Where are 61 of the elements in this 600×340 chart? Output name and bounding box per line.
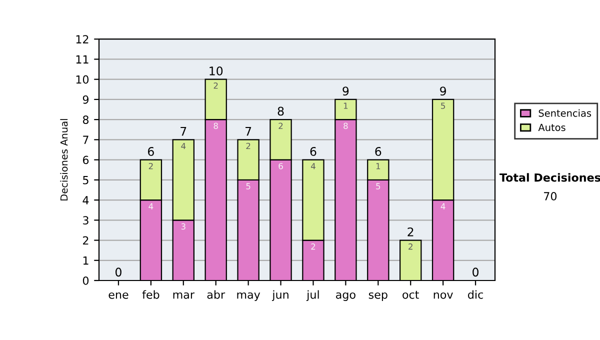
y-tick-label: 9 bbox=[82, 95, 88, 104]
data-label: 2 bbox=[148, 162, 153, 170]
data-label: 5 bbox=[376, 183, 380, 190]
y-tick-label: 1 bbox=[83, 256, 88, 265]
data-label: 2 bbox=[214, 82, 218, 89]
y-tick-label: 10 bbox=[76, 75, 89, 84]
y-tick-label: 3 bbox=[83, 216, 88, 225]
total-label: 0 bbox=[116, 268, 122, 277]
legend-label: Sentencias bbox=[538, 109, 592, 117]
y-tick-label: 11 bbox=[76, 55, 88, 64]
y-tick-label: 2 bbox=[83, 236, 88, 244]
data-label: 5 bbox=[246, 183, 250, 190]
data-label: 3 bbox=[181, 223, 186, 230]
x-tick-label: ago bbox=[336, 292, 356, 301]
total-label: 9 bbox=[342, 86, 349, 96]
text: 70 bbox=[544, 192, 557, 200]
data-label: 2 bbox=[246, 142, 250, 150]
x-tick-label: abr bbox=[207, 290, 226, 299]
total-label: 7 bbox=[246, 127, 252, 136]
x-tick-label: may bbox=[237, 292, 260, 301]
legend-label: Autos bbox=[538, 124, 566, 132]
total-label: 0 bbox=[472, 268, 478, 277]
data-label: 1 bbox=[376, 163, 380, 170]
total-label: 9 bbox=[440, 86, 446, 96]
data-label: 1 bbox=[344, 102, 348, 109]
data-label: 5 bbox=[441, 102, 445, 109]
y-tick-label: 6 bbox=[82, 156, 89, 164]
y-tick-label: 7 bbox=[83, 136, 88, 144]
y-tick-label: 0 bbox=[82, 276, 89, 285]
data-label: 4 bbox=[310, 163, 316, 170]
total-label: 2 bbox=[408, 227, 414, 236]
y-tick-label: 8 bbox=[82, 116, 89, 124]
x-tick-label: jun bbox=[272, 290, 288, 301]
x-tick-label: ene bbox=[108, 292, 128, 299]
data-label: 4 bbox=[440, 203, 446, 210]
data-label: 2 bbox=[278, 122, 283, 129]
y-tick-label: 4 bbox=[82, 196, 89, 204]
y-axis-title: Decisiones Anual bbox=[60, 119, 68, 200]
total-label: 7 bbox=[180, 127, 186, 136]
total-label: 6 bbox=[148, 146, 154, 156]
data-label: 4 bbox=[148, 203, 154, 210]
x-tick-label: nov bbox=[434, 292, 453, 299]
total-label: 6 bbox=[375, 146, 382, 156]
x-tick-label: sep bbox=[368, 292, 388, 301]
x-tick-label: jul bbox=[306, 290, 319, 301]
y-tick-label: 5 bbox=[83, 176, 88, 184]
data-label: 2 bbox=[408, 243, 412, 250]
data-label: 8 bbox=[214, 122, 218, 130]
y-tick-label: 12 bbox=[76, 35, 88, 44]
x-tick-label: oct bbox=[402, 290, 419, 299]
data-label: 4 bbox=[181, 142, 186, 150]
text: Total Decisiones bbox=[500, 173, 600, 182]
data-label: 8 bbox=[344, 122, 348, 130]
total-label: 10 bbox=[210, 66, 223, 76]
x-tick-label: dic bbox=[468, 290, 483, 299]
total-label: 6 bbox=[310, 146, 316, 156]
x-tick-label: feb bbox=[142, 290, 160, 299]
x-tick-label: mar bbox=[173, 292, 194, 299]
total-label: 8 bbox=[278, 106, 284, 116]
data-label: 2 bbox=[311, 243, 316, 250]
data-label: 6 bbox=[278, 162, 283, 170]
